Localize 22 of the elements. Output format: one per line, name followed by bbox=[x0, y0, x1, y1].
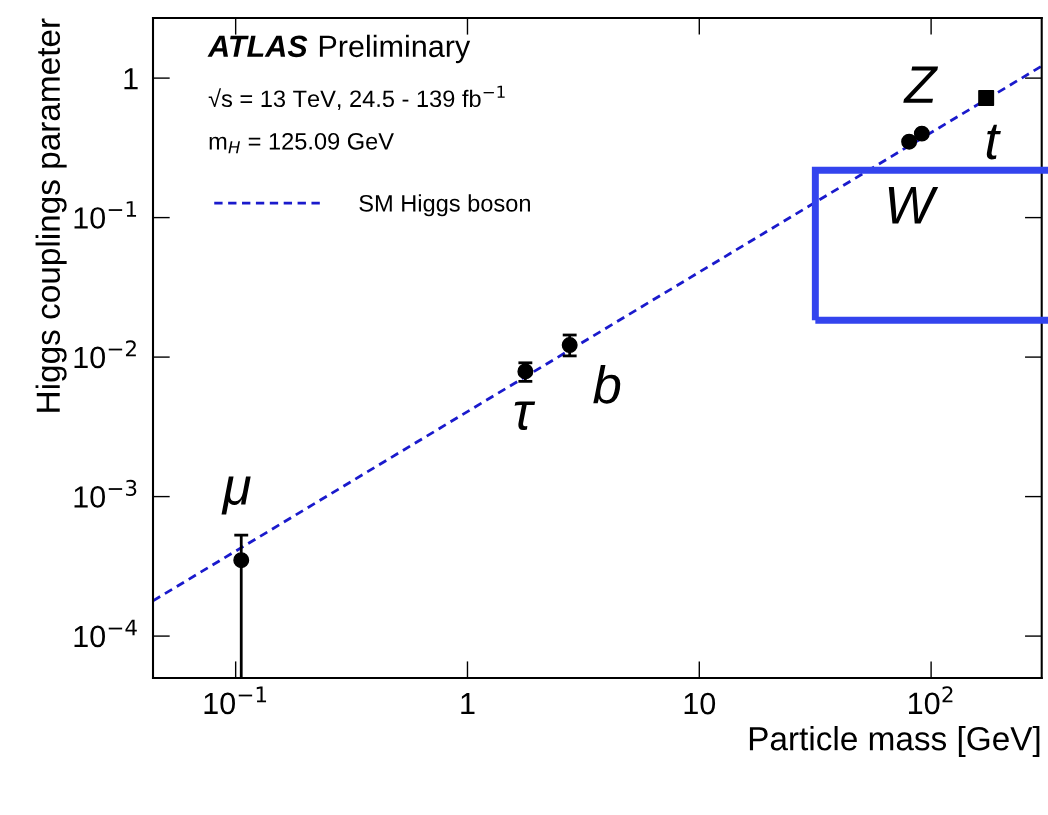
annotation: t bbox=[986, 124, 1001, 160]
annotation: b bbox=[593, 364, 621, 404]
y-tick-label: 10$^{−3}$ bbox=[74, 479, 137, 508]
x-tick-label: 10$^{−1}$ bbox=[204, 686, 267, 715]
annotation: Preliminary bbox=[319, 34, 471, 64]
x-tick-label: 10 bbox=[684, 692, 716, 715]
x-tick-label: 10$^{2}$ bbox=[908, 686, 953, 715]
x-tick-label: 1 bbox=[461, 693, 475, 715]
annotation: ATLAS bbox=[207, 35, 308, 58]
y-tick-label: 10$^{−1}$ bbox=[74, 201, 137, 229]
y-tick-label: 10$^{−2}$ bbox=[74, 340, 136, 369]
legend-label: SM Higgs boson bbox=[359, 194, 530, 217]
annotation: Z bbox=[903, 66, 939, 103]
annotation: W bbox=[888, 187, 939, 224]
annotation: m$_{H}$ = 125.09 GeV bbox=[209, 132, 394, 154]
y-tick-label: 1 bbox=[124, 68, 138, 90]
annotation: τ bbox=[514, 401, 536, 430]
annotation: √s = 13 TeV, 24.5 - 139 fb$^{−1}$ bbox=[208, 85, 505, 110]
x-axis-title: Particle mass [GeV] bbox=[749, 726, 1040, 758]
y-axis-title: Higgs couplings parameter bbox=[35, 18, 67, 412]
annotation: μ bbox=[221, 476, 251, 515]
y-tick-label: 10$^{−4}$ bbox=[74, 619, 137, 648]
